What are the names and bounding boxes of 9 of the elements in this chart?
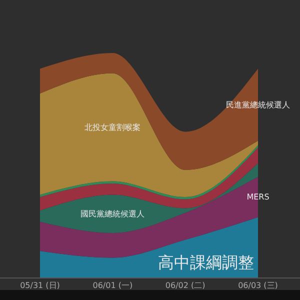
series-label: 北投女童割喉案 bbox=[84, 122, 141, 132]
x-tick-label: 06/02 (二) bbox=[165, 281, 206, 290]
series-label: 高中課綱調整 bbox=[158, 253, 254, 272]
series-label: 國民黨總統候選人 bbox=[80, 210, 145, 219]
x-tick-label: 06/01 (一) bbox=[92, 281, 133, 290]
x-tick-label: 06/03 (三) bbox=[238, 281, 278, 290]
x-tick-label: 05/31 (日) bbox=[20, 281, 60, 290]
series-label: MERS bbox=[246, 192, 270, 202]
series-label: 民進黨總統候選人 bbox=[226, 100, 290, 110]
